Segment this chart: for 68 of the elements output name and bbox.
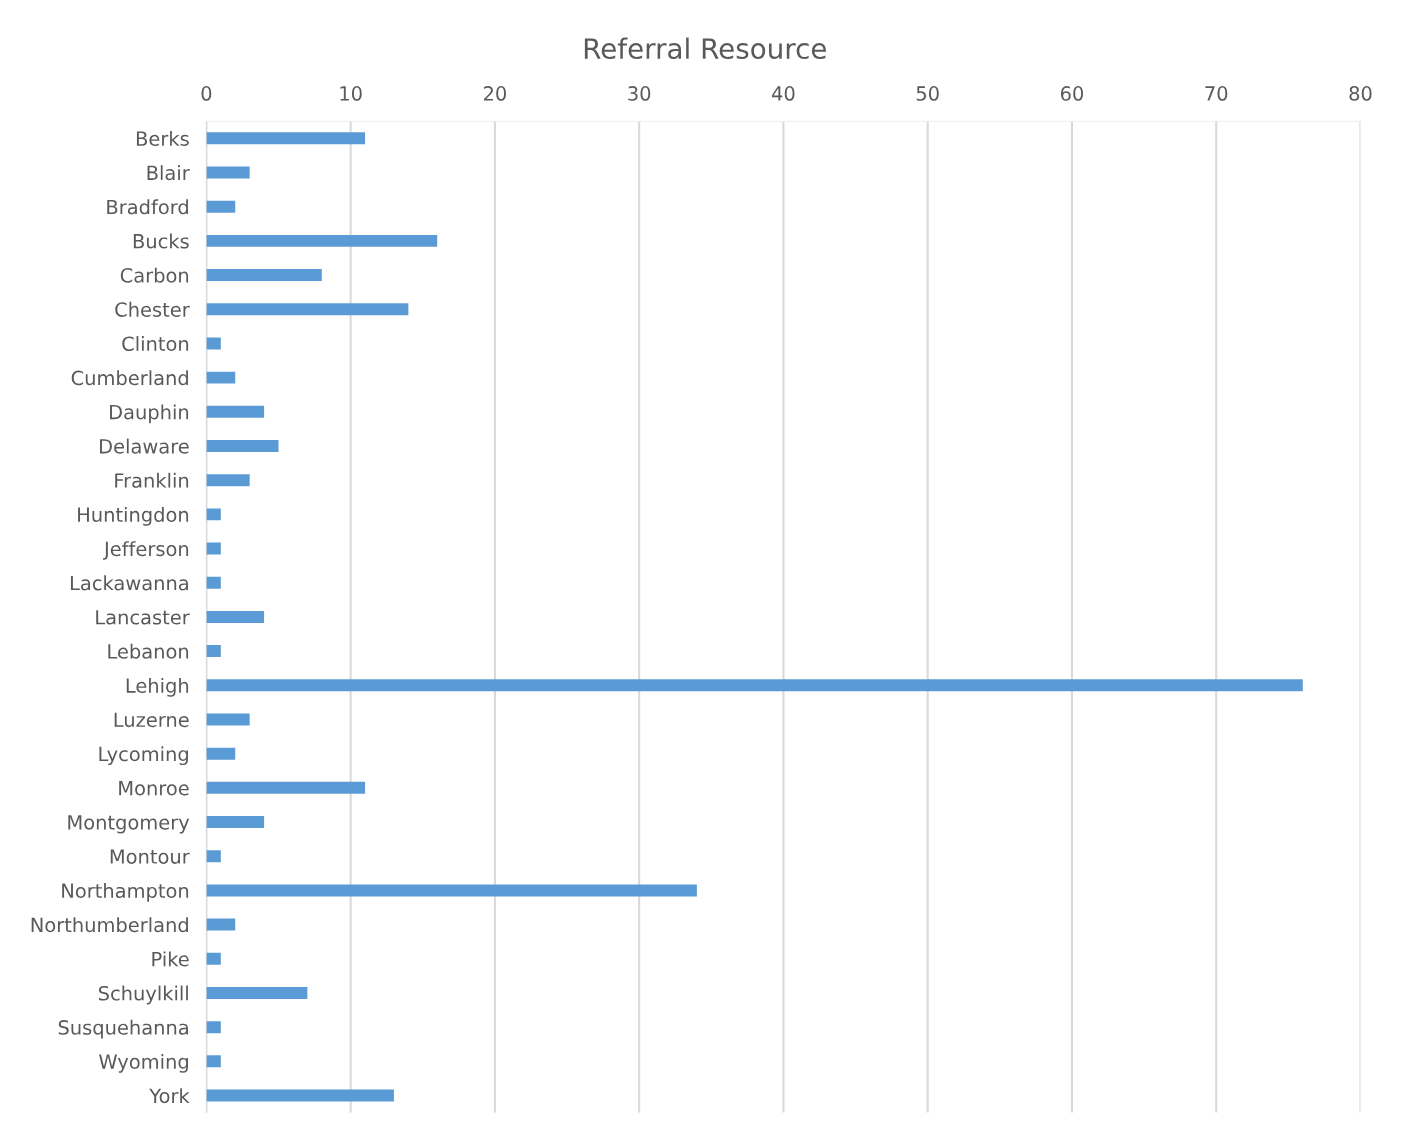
bar bbox=[206, 576, 221, 589]
bar bbox=[206, 781, 366, 794]
y-tick-label: Dauphin bbox=[110, 404, 189, 424]
y-tick-label: Lycoming bbox=[99, 746, 188, 766]
bar bbox=[206, 508, 221, 521]
y-tick-label: Luzerne bbox=[114, 712, 189, 728]
y-tick-label: Schuylkill bbox=[98, 985, 188, 1005]
bar bbox=[206, 542, 221, 555]
bar bbox=[206, 1089, 394, 1102]
y-tick-label: Lackawanna bbox=[70, 575, 188, 591]
bar bbox=[206, 371, 236, 384]
bar bbox=[206, 1055, 221, 1068]
bar bbox=[206, 474, 250, 487]
bar bbox=[206, 166, 250, 179]
y-tick-label: York bbox=[149, 1088, 190, 1104]
x-tick-label: 60 bbox=[1060, 86, 1084, 101]
y-tick-label: Pike bbox=[152, 951, 189, 967]
y-tick-label: Berks bbox=[136, 130, 189, 146]
y-tick-label: Bradford bbox=[107, 199, 188, 215]
bar bbox=[206, 610, 265, 623]
y-tick-label: Huntingdon bbox=[78, 506, 189, 526]
bar bbox=[206, 816, 265, 829]
y-tick-label: Lehigh bbox=[126, 677, 189, 697]
bar bbox=[206, 337, 221, 350]
y-tick-label: Jefferson bbox=[103, 541, 189, 560]
bar bbox=[206, 679, 1303, 692]
y-tick-label: Chester bbox=[115, 301, 190, 317]
y-tick-label: Delaware bbox=[100, 438, 189, 454]
y-tick-label: Blair bbox=[147, 165, 190, 181]
y-tick-label: Northampton bbox=[62, 883, 189, 902]
y-tick-label: Cumberland bbox=[71, 370, 188, 386]
y-tick-label: Montour bbox=[110, 849, 190, 864]
y-tick-label: Lancaster bbox=[96, 610, 190, 625]
bar bbox=[206, 850, 221, 863]
chart-title: Referral Resource bbox=[584, 37, 826, 60]
bar bbox=[206, 234, 438, 247]
x-tick-label: 30 bbox=[628, 86, 651, 101]
bar bbox=[206, 918, 236, 931]
bar bbox=[206, 405, 265, 418]
y-tick-label: Carbon bbox=[120, 267, 189, 283]
x-tick-label: 40 bbox=[772, 86, 795, 101]
bar bbox=[206, 952, 221, 965]
y-tick-label: Northumberland bbox=[31, 917, 188, 933]
y-tick-label: Franklin bbox=[115, 472, 189, 488]
bar bbox=[206, 645, 221, 658]
bar bbox=[206, 132, 366, 145]
bar bbox=[206, 747, 236, 760]
y-tick-label: Wyoming bbox=[99, 1053, 188, 1073]
x-tick-label: 80 bbox=[1349, 86, 1372, 101]
bar bbox=[206, 303, 409, 316]
x-tick-label: 10 bbox=[340, 86, 362, 101]
bar bbox=[206, 986, 308, 999]
bar bbox=[206, 713, 250, 726]
bar bbox=[206, 1021, 221, 1034]
x-tick-label: 70 bbox=[1205, 86, 1228, 101]
y-tick-label: Montgomery bbox=[68, 815, 190, 834]
y-tick-label: Susquehanna bbox=[58, 1019, 188, 1039]
bar bbox=[206, 200, 236, 213]
y-tick-label: Lebanon bbox=[108, 643, 189, 659]
bar bbox=[206, 884, 697, 897]
y-tick-label: Bucks bbox=[133, 233, 189, 249]
bar bbox=[206, 269, 322, 282]
y-tick-label: Monroe bbox=[119, 781, 189, 796]
x-tick-label: 0 bbox=[201, 86, 212, 101]
y-tick-label: Clinton bbox=[122, 336, 189, 352]
x-tick-label: 50 bbox=[916, 86, 939, 101]
bar bbox=[206, 440, 279, 452]
x-tick-label: 20 bbox=[483, 86, 506, 101]
